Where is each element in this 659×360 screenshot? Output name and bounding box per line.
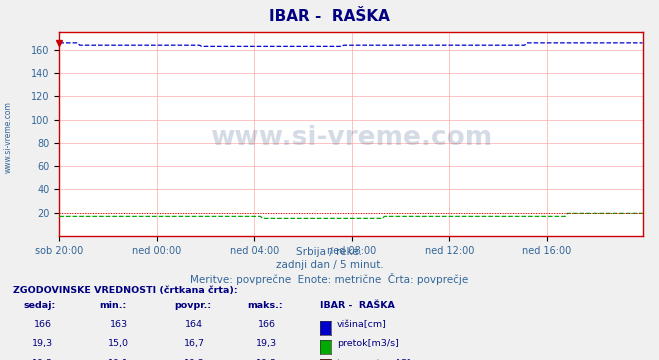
Text: 164: 164 — [185, 320, 204, 329]
Text: višina[cm]: višina[cm] — [337, 320, 387, 329]
Text: 15,0: 15,0 — [108, 339, 129, 348]
Text: pretok[m3/s]: pretok[m3/s] — [337, 339, 399, 348]
Text: 166: 166 — [34, 320, 52, 329]
Text: IBAR -  RAŠKA: IBAR - RAŠKA — [320, 301, 395, 310]
Text: 166: 166 — [258, 320, 276, 329]
Text: 19,3: 19,3 — [256, 339, 277, 348]
Text: www.si-vreme.com: www.si-vreme.com — [3, 101, 13, 173]
Text: 163: 163 — [109, 320, 128, 329]
Text: www.si-vreme.com: www.si-vreme.com — [210, 125, 492, 151]
Text: 19,2: 19,2 — [184, 359, 205, 360]
Text: 19,3: 19,3 — [32, 339, 53, 348]
Text: 19,3: 19,3 — [256, 359, 277, 360]
Text: 19,3: 19,3 — [32, 359, 53, 360]
Text: temperatura[C]: temperatura[C] — [337, 359, 411, 360]
Text: min.:: min.: — [99, 301, 126, 310]
Text: zadnji dan / 5 minut.: zadnji dan / 5 minut. — [275, 260, 384, 270]
Text: IBAR -  RAŠKA: IBAR - RAŠKA — [269, 9, 390, 24]
Text: ZGODOVINSKE VREDNOSTI (črtkana črta):: ZGODOVINSKE VREDNOSTI (črtkana črta): — [13, 286, 238, 295]
Text: Srbija / reke.: Srbija / reke. — [297, 247, 362, 257]
Text: sedaj:: sedaj: — [23, 301, 55, 310]
Text: 16,7: 16,7 — [184, 339, 205, 348]
Text: maks.:: maks.: — [247, 301, 283, 310]
Text: povpr.:: povpr.: — [175, 301, 212, 310]
Text: 19,1: 19,1 — [108, 359, 129, 360]
Text: Meritve: povprečne  Enote: metrične  Črta: povprečje: Meritve: povprečne Enote: metrične Črta:… — [190, 273, 469, 285]
